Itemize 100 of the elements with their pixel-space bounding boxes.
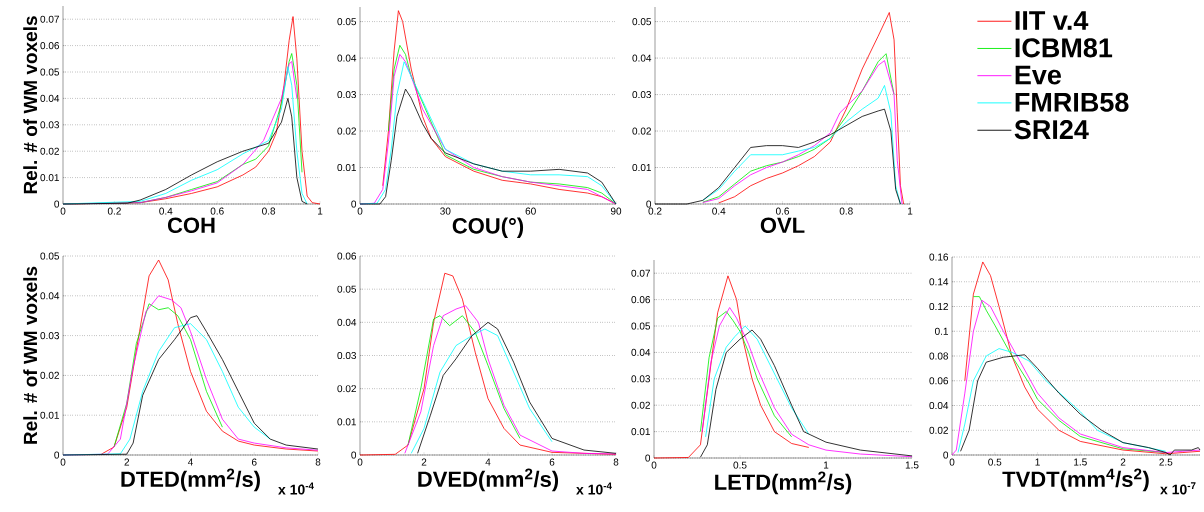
x-tick-label: 8 (613, 458, 619, 466)
x-tick-label: 2 (421, 458, 427, 466)
text: x 10$^{-7}$ (1160, 482, 1196, 495)
x-axis-title: COU(°) (452, 217, 524, 238)
legend-label: SRI24 (1014, 120, 1089, 140)
y-tick-label: 0.1 (934, 327, 948, 335)
x-tick-label: 2 (124, 458, 130, 466)
x-tick-label: 0.5 (733, 461, 747, 469)
x-tick-label: 0 (651, 461, 657, 469)
y-tick-label: 0.01 (632, 163, 651, 172)
y-tick-label: 0.04 (632, 54, 652, 62)
y-tick-label: 0 (351, 451, 357, 459)
y-tick-label: 0.01 (631, 428, 650, 436)
x-tick-label: 2.5 (1159, 458, 1173, 466)
x-tick-label: 8 (315, 458, 321, 466)
y-axis-title: Rel. # of WM voxels (23, 16, 38, 194)
y-tick-label: 0.04 (40, 94, 60, 102)
line-series (718, 12, 905, 205)
y-tick-label: 0.14 (929, 278, 949, 286)
y-tick-label: 0.06 (337, 252, 357, 260)
x-axis-title: DVED(mm$^{2}$/s) (418, 468, 559, 492)
y-tick-label: 0.02 (40, 147, 59, 155)
y-tick-label: 0.05 (40, 252, 60, 260)
y-tick-label: 0.04 (40, 292, 60, 300)
y-tick-label: 0.02 (337, 385, 356, 393)
x-tick-label: 4 (187, 458, 193, 466)
y-tick-label: 0.05 (631, 322, 651, 330)
y-tick-label: 0.01 (337, 163, 356, 172)
x-tick-label: 1 (824, 461, 829, 469)
y-tick-label: 0.03 (631, 375, 651, 383)
x-axis-title: LETD(mm$^{2}$/s) (715, 471, 852, 495)
y-tick-label: 0 (943, 451, 949, 459)
y-tick-label: 0.02 (337, 127, 356, 135)
x-tick-label: 0.8 (839, 207, 853, 215)
x-tick-label: 30 (440, 207, 451, 215)
x-tick-label: 0 (357, 207, 363, 215)
y-tick-label: 0.12 (929, 302, 948, 311)
x-axis-title: COH (167, 217, 215, 234)
x-tick-label: 0.4 (159, 207, 173, 215)
y-tick-label: 0.02 (929, 426, 948, 434)
y-tick-label: 0.03 (632, 91, 652, 99)
legend-label: Eve (1015, 65, 1061, 85)
x-tick-label: 0 (60, 207, 66, 215)
x-axis-title: TVDT(mm$^{4}$/s$^{2}$) (1002, 468, 1149, 492)
y-tick-label: 0.03 (40, 332, 60, 340)
x-tick-label: 6 (549, 458, 555, 466)
x-tick-label: 0.6 (775, 207, 790, 215)
x-tick-label: 1 (1035, 458, 1040, 466)
x-tick-label: 1 (907, 207, 913, 215)
y-tick-label: 0.05 (632, 18, 652, 26)
x-tick-label: 6 (251, 458, 257, 466)
y-tick-label: 0.06 (40, 42, 60, 50)
y-tick-label: 0.05 (40, 68, 60, 76)
x-tick-label: 4 (485, 458, 491, 466)
x-tick-label: 90 (610, 207, 622, 215)
x-tick-label: 1 (317, 207, 323, 215)
y-tick-label: 0.05 (337, 285, 357, 293)
y-tick-label: 0.04 (337, 54, 357, 62)
text: x 10$^{-4}$ (576, 482, 612, 495)
line-series (407, 315, 521, 446)
line-series (113, 303, 223, 448)
y-tick-label: 0.07 (40, 15, 59, 23)
y-tick-label: 0.07 (631, 269, 650, 277)
x-tick-label: 0 (949, 458, 955, 466)
x-tick-label: 0.2 (648, 207, 662, 215)
y-tick-label: 0.06 (929, 377, 949, 385)
text: x 10$^{-4}$ (278, 482, 314, 495)
y-tick-label: 0.06 (631, 296, 651, 304)
y-tick-label: 0.01 (40, 411, 59, 419)
x-tick-label: 0.5 (988, 458, 1002, 466)
y-axis-title: Rel. # of WM voxels (23, 266, 38, 444)
y-tick-label: 0 (54, 451, 60, 459)
legend-label: IIT v.4 (1015, 11, 1089, 30)
x-tick-label: 60 (525, 207, 536, 215)
y-tick-label: 0.04 (929, 401, 949, 410)
x-tick-label: 0 (357, 458, 363, 466)
x-tick-label: 0.2 (107, 207, 121, 215)
y-tick-label: 0 (54, 200, 60, 208)
x-axis-title: DTED(mm$^{2}$/s) (121, 468, 260, 492)
x-tick-label: 2 (1120, 458, 1126, 466)
y-tick-label: 0.02 (631, 401, 650, 409)
y-tick-label: 0.16 (929, 253, 949, 261)
x-tick-label: 1.5 (1074, 458, 1087, 466)
y-tick-label: 0 (351, 200, 357, 208)
y-tick-label: 0.02 (40, 371, 59, 379)
x-tick-label: 0.4 (712, 207, 726, 215)
y-tick-label: 0.01 (40, 174, 59, 182)
y-tick-label: 0.03 (337, 91, 357, 99)
y-tick-label: 0.05 (337, 18, 357, 26)
line-series (964, 261, 1201, 455)
y-tick-label: 0.02 (632, 127, 651, 135)
x-tick-label: 0 (60, 458, 66, 466)
line-series (957, 348, 1167, 453)
x-tick-label: 1.5 (905, 461, 919, 469)
x-axis-title: OVL (760, 217, 805, 234)
y-tick-label: 0.03 (337, 351, 357, 360)
y-tick-label: 0.04 (337, 318, 357, 326)
legend-label: ICBM81 (1015, 38, 1113, 58)
x-tick-label: 0.8 (262, 207, 276, 215)
y-tick-label: 0.04 (631, 348, 651, 356)
